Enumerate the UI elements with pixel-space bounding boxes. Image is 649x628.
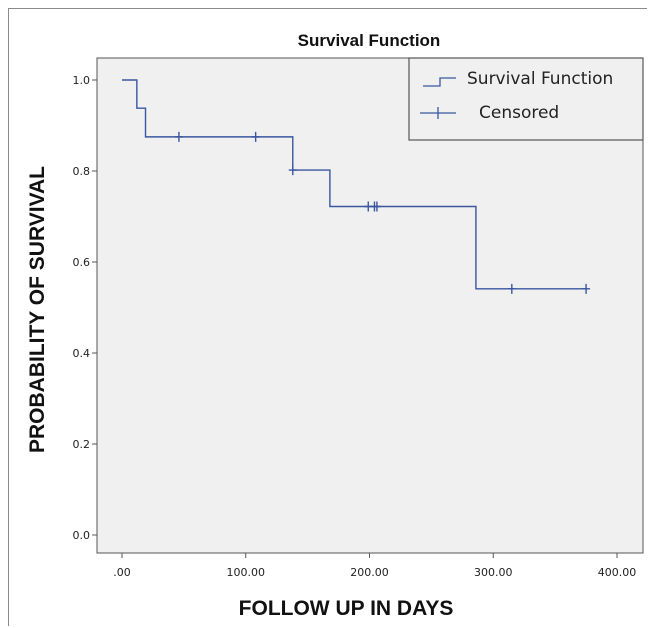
legend-box <box>408 57 644 141</box>
y-tick-label: 0.4 <box>73 347 91 360</box>
x-axis: .00 100.00 200.00 300.00 400.00 <box>113 553 636 579</box>
series-layer <box>122 79 591 294</box>
censored-marker <box>582 283 591 294</box>
legend-label-survival: Survival Function <box>467 69 613 89</box>
censored-marker <box>174 131 183 142</box>
legend-step-symbol <box>423 77 456 87</box>
legend: Survival Function Censored <box>408 57 644 141</box>
survival-step-line <box>122 79 587 290</box>
y-tick-label: 0.6 <box>73 256 91 269</box>
chart-frame <box>8 8 647 626</box>
y-tick-label: 1.0 <box>73 74 91 87</box>
legend-label-censored: Censored <box>479 103 559 123</box>
x-tick-label: .00 <box>113 566 131 579</box>
chart-title: Survival Function <box>298 31 441 50</box>
censored-marker <box>507 283 516 294</box>
x-tick-label: 100.00 <box>227 566 266 579</box>
legend-censor-symbol <box>420 107 456 119</box>
x-tick-label: 400.00 <box>598 566 637 579</box>
censored-marker <box>251 131 260 142</box>
y-tick-label: 0.2 <box>73 438 91 451</box>
y-tick-label: 0.8 <box>73 165 91 178</box>
x-tick-label: 200.00 <box>350 566 389 579</box>
censored-marker <box>372 201 381 212</box>
x-axis-title: FOLLOW UP IN DAYS <box>239 597 454 620</box>
censored-marker <box>288 165 297 176</box>
y-tick-label: 0.0 <box>73 529 91 542</box>
y-axis: 0.0 0.2 0.4 0.6 0.8 1.0 <box>73 74 97 542</box>
y-axis-title: PROBABILITY OF SURVIVAL <box>26 166 49 453</box>
x-tick-label: 300.00 <box>474 566 513 579</box>
